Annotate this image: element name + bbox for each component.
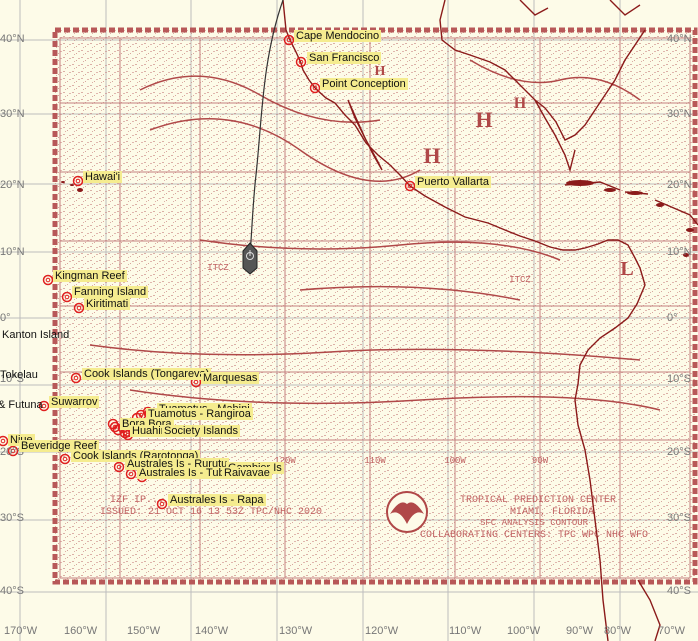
latitude-label: 0° — [0, 312, 11, 324]
place-label[interactable]: Suwarrov — [49, 396, 100, 408]
place-marker[interactable] — [42, 274, 54, 286]
noaa-logo — [386, 491, 428, 533]
place-marker[interactable] — [107, 418, 119, 430]
svg-text:ITCZ: ITCZ — [509, 275, 531, 285]
latitude-label: 10°N — [0, 246, 25, 258]
place-marker[interactable] — [295, 56, 307, 68]
svg-text:MIAMI, FLORIDA: MIAMI, FLORIDA — [510, 507, 594, 518]
place-marker[interactable] — [38, 400, 50, 412]
latitude-label: 30°N — [667, 108, 692, 120]
longitude-label: 100°W — [507, 625, 541, 637]
svg-text:ISSUED: 21 OCT 16 13 53Z TPC: ISSUED: 21 OCT 16 13 53Z TPC/NHC 2020 — [100, 506, 322, 518]
longitude-label: 110°W — [449, 625, 482, 637]
place-label[interactable]: Kingman Reef — [53, 270, 127, 282]
place-label[interactable]: Marquesas — [201, 372, 260, 384]
svg-text:SFC ANALYSIS CONTOUR: SFC ANALYSIS CONTOUR — [480, 518, 589, 528]
longitude-label: 80°W — [604, 625, 632, 637]
latitude-label: 20°N — [0, 179, 25, 191]
place-label[interactable]: Cape Mendocino — [294, 30, 382, 42]
latitude-label: 30°S — [0, 512, 24, 524]
longitude-label: 160°W — [64, 625, 98, 637]
place-marker[interactable] — [156, 498, 168, 510]
route-line — [249, 0, 284, 256]
longitude-label: 130°W — [279, 625, 313, 637]
svg-text:90W: 90W — [532, 456, 549, 466]
place-marker[interactable] — [61, 291, 73, 303]
place-marker[interactable] — [404, 180, 416, 192]
place-label[interactable]: Puerto Vallarta — [415, 176, 491, 188]
place-label[interactable]: Australes Is - Tubuai — [137, 467, 242, 479]
longitude-label: 70°W — [658, 625, 686, 637]
place-marker[interactable] — [59, 453, 71, 465]
caribbean-islands — [61, 180, 694, 257]
place-marker[interactable] — [72, 175, 84, 187]
place-label[interactable]: Tuamotus - Rangiroa — [146, 408, 253, 420]
longitude-label: 150°W — [127, 625, 161, 637]
place-marker[interactable] — [113, 461, 125, 473]
svg-text:H: H — [375, 64, 386, 79]
latitude-label: 10°S — [667, 373, 691, 385]
latitude-label: 20°S — [667, 446, 691, 458]
latitude-label: 40°N — [0, 33, 25, 45]
longitude-label: 140°W — [195, 625, 229, 637]
place-label[interactable]: San Francisco — [307, 52, 382, 64]
place-marker[interactable] — [70, 372, 82, 384]
place-label[interactable]: Kanton Island — [2, 329, 70, 341]
place-label[interactable]: Fanning Island — [72, 286, 149, 298]
latitude-label: 10°N — [667, 246, 692, 258]
svg-text:TROPICAL PREDICTION CENTER: TROPICAL PREDICTION CENTER — [460, 495, 616, 506]
latitude-label: 30°N — [0, 108, 25, 120]
place-marker[interactable] — [7, 445, 19, 457]
svg-text:120W: 120W — [274, 456, 296, 466]
latitude-label: 30°S — [667, 512, 691, 524]
place-label[interactable]: Raivavae — [222, 467, 272, 479]
svg-text:100W: 100W — [444, 456, 466, 466]
place-label[interactable]: & Futuna — [0, 399, 43, 411]
svg-text:ITCZ: ITCZ — [207, 263, 229, 273]
place-marker[interactable] — [109, 421, 121, 433]
latitude-label: 40°S — [667, 585, 691, 597]
place-label[interactable]: Society Islands — [162, 425, 240, 437]
coastlines — [282, 0, 698, 641]
place-label[interactable]: Beveridge Reef — [19, 440, 99, 452]
svg-text:H: H — [423, 143, 440, 168]
svg-text:H: H — [475, 107, 492, 132]
place-marker[interactable] — [0, 435, 9, 447]
svg-text:L: L — [620, 258, 633, 280]
latitude-label: 40°S — [0, 585, 24, 597]
place-label[interactable]: Tokelau — [0, 369, 38, 381]
latitude-label: 20°S — [0, 446, 24, 458]
svg-text:H: H — [514, 95, 527, 112]
place-marker[interactable] — [73, 302, 85, 314]
latitude-label: 40°N — [667, 33, 692, 45]
latitude-label: 0° — [667, 312, 678, 324]
place-label[interactable]: Cook Islands (Tongareva) — [82, 368, 212, 380]
svg-text:COLLABORATING CENTERS: TPC WP: COLLABORATING CENTERS: TPC WPC NHC WFO — [420, 530, 648, 541]
ship-marker[interactable] — [242, 242, 258, 275]
place-label[interactable]: Point Conception — [320, 78, 408, 90]
place-label[interactable]: Hawai'i — [83, 171, 123, 183]
longitude-label: 90°W — [566, 625, 594, 637]
latitude-label: 10°S — [0, 373, 24, 385]
place-marker[interactable] — [283, 34, 295, 46]
place-marker[interactable] — [309, 82, 321, 94]
latitude-label: 20°N — [667, 179, 692, 191]
longitude-label: 120°W — [365, 625, 399, 637]
longitude-label: 170°W — [4, 625, 38, 637]
place-label[interactable]: Kiritimati — [84, 298, 131, 310]
weather-chart-overlay: H H H L H 120W 110W 100W 90W ITCZ ITCZ I… — [52, 27, 698, 585]
place-label[interactable]: Australes Is - Rapa — [168, 494, 266, 506]
svg-text:110W: 110W — [364, 456, 386, 466]
